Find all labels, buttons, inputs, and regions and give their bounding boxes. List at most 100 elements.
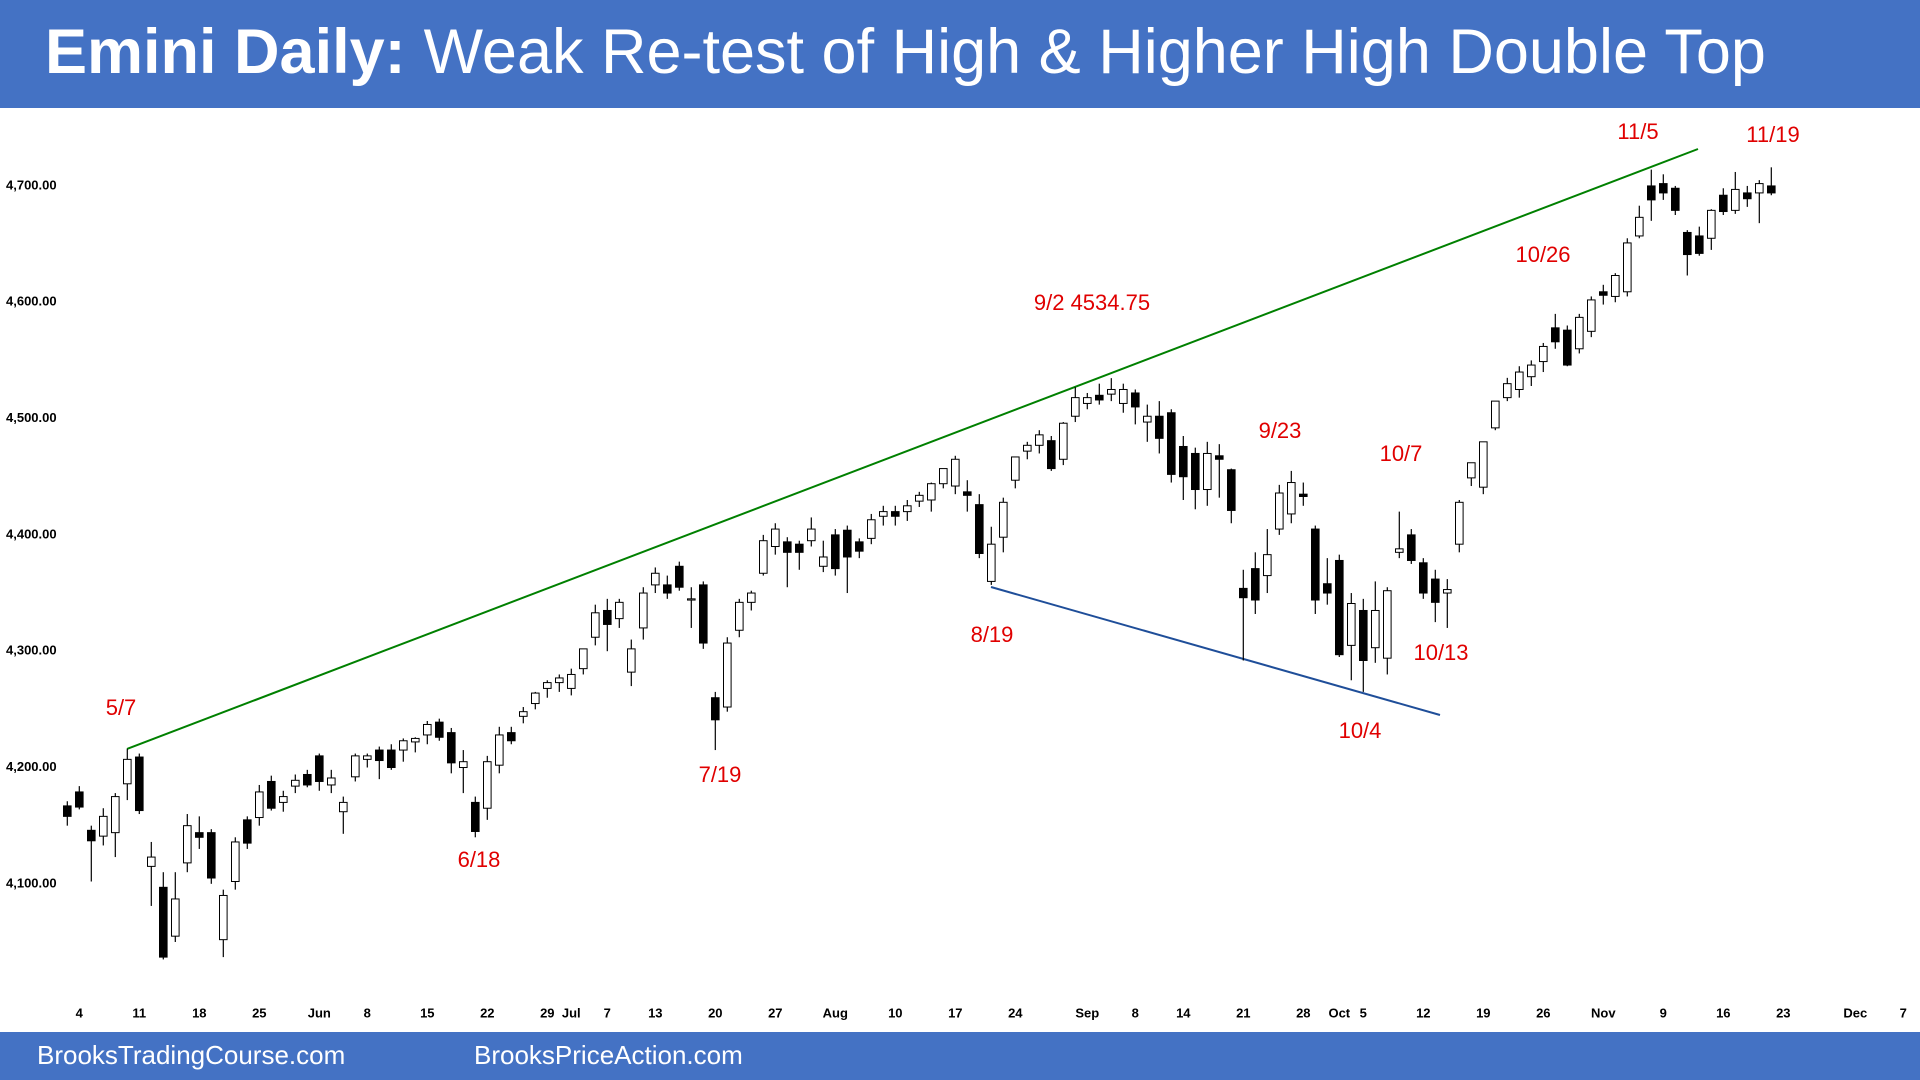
x-tick-label: 28 — [1296, 1005, 1310, 1020]
candle-body — [1563, 329, 1572, 366]
x-tick-label: 27 — [768, 1005, 782, 1020]
candle-body — [159, 886, 168, 958]
candle-body — [291, 779, 300, 787]
annotation: 10/7 — [1380, 441, 1423, 466]
candle-body — [639, 592, 648, 629]
candle-body — [351, 755, 360, 778]
candle-body — [1179, 445, 1188, 478]
candle-body — [1371, 609, 1380, 649]
candle-body — [1671, 187, 1680, 211]
candle-body — [1275, 492, 1284, 530]
resistance-line — [126, 148, 1699, 750]
annotation: 5/7 — [106, 695, 137, 720]
candle-body — [1311, 528, 1320, 601]
candle-body — [1755, 183, 1764, 194]
candle-body — [675, 565, 684, 588]
y-tick-label: 4,600.00 — [6, 294, 57, 309]
candle-body — [747, 592, 756, 603]
x-tick-label: 21 — [1236, 1005, 1250, 1020]
candle-body — [1383, 590, 1392, 659]
candle-body — [1251, 568, 1260, 601]
annotation: 11/19 — [1746, 122, 1799, 147]
y-tick-label: 4,400.00 — [6, 526, 57, 541]
candle-body — [1431, 578, 1440, 603]
x-tick-label: 25 — [252, 1005, 266, 1020]
candle-body — [447, 732, 456, 764]
annotation: 7/19 — [699, 762, 742, 787]
candle-body — [1599, 291, 1608, 296]
candle-body — [495, 734, 504, 766]
candle-body — [1143, 415, 1152, 423]
candle-body — [1503, 383, 1512, 399]
header-band — [0, 0, 1920, 108]
candle-body — [327, 777, 336, 786]
candle-body — [411, 737, 420, 743]
candle-body — [855, 541, 864, 552]
subtitle: Weak Re-test of High & Higher High Doubl… — [424, 17, 1766, 87]
candle-body — [87, 829, 96, 842]
candle-body — [663, 584, 672, 594]
x-tick-label: 26 — [1536, 1005, 1550, 1020]
y-tick-label: 4,300.00 — [6, 643, 57, 658]
candle-body — [315, 755, 324, 782]
x-tick-label: Jun — [308, 1005, 331, 1020]
y-tick-label: 4,100.00 — [6, 875, 57, 890]
candle-body — [975, 504, 984, 554]
candle-body — [255, 791, 264, 819]
candle-body — [819, 556, 828, 567]
x-tick-label: 29 — [540, 1005, 554, 1020]
candle-body — [1683, 231, 1692, 256]
candle-body — [579, 648, 588, 670]
x-tick-label: 20 — [708, 1005, 722, 1020]
candle-body — [951, 458, 960, 487]
annotation: 11/5 — [1617, 119, 1658, 144]
x-tick-label: 10 — [888, 1005, 902, 1020]
candle-body — [243, 819, 252, 844]
candle-body — [615, 601, 624, 620]
candle-body — [375, 749, 384, 762]
candle-body — [279, 796, 288, 803]
candle-body — [759, 540, 768, 574]
candle-body — [99, 815, 108, 837]
candle-body — [1167, 412, 1176, 475]
title: Emini Daily: — [45, 17, 406, 87]
candle-body — [1419, 562, 1428, 594]
candle-body — [1335, 559, 1344, 656]
candle-body — [135, 756, 144, 812]
candle-body — [687, 598, 696, 601]
candle-body — [1743, 192, 1752, 200]
annotation: 10/13 — [1413, 640, 1468, 665]
candle-body — [1719, 194, 1728, 213]
candle-body — [207, 832, 216, 879]
candle-body — [567, 673, 576, 689]
candle-body — [891, 511, 900, 517]
candle-body — [63, 805, 72, 817]
header-title: Emini Daily: Weak Re-test of High & Highe… — [45, 17, 1766, 87]
candle-body — [1455, 501, 1464, 545]
footer-band — [0, 1032, 1920, 1080]
candle-body — [195, 832, 204, 838]
candle-body — [843, 529, 852, 558]
candle-body — [603, 609, 612, 625]
candle-body — [1767, 185, 1776, 194]
candle-body — [387, 749, 396, 769]
x-tick-label: 5 — [1360, 1005, 1367, 1020]
candle-body — [1155, 415, 1164, 439]
annotation: 8/19 — [971, 622, 1014, 647]
candle-body — [363, 755, 372, 760]
candle-body — [1635, 216, 1644, 237]
candle-body — [123, 758, 132, 785]
candle-body — [735, 601, 744, 631]
candle-body — [531, 692, 540, 705]
candle-body — [1011, 456, 1020, 481]
candle-body — [339, 801, 348, 813]
candle-body — [1239, 587, 1248, 599]
candle-body — [171, 898, 180, 937]
candle-body — [1203, 452, 1212, 491]
plot-area: 4,100.00 4,200.00 4,300.00 4,400.00 4,500.00… — [6, 119, 1907, 1021]
candle-body — [1575, 316, 1584, 350]
x-tick-label: 16 — [1716, 1005, 1730, 1020]
annotation: 10/4 — [1339, 718, 1382, 743]
candle-body — [1695, 235, 1704, 254]
